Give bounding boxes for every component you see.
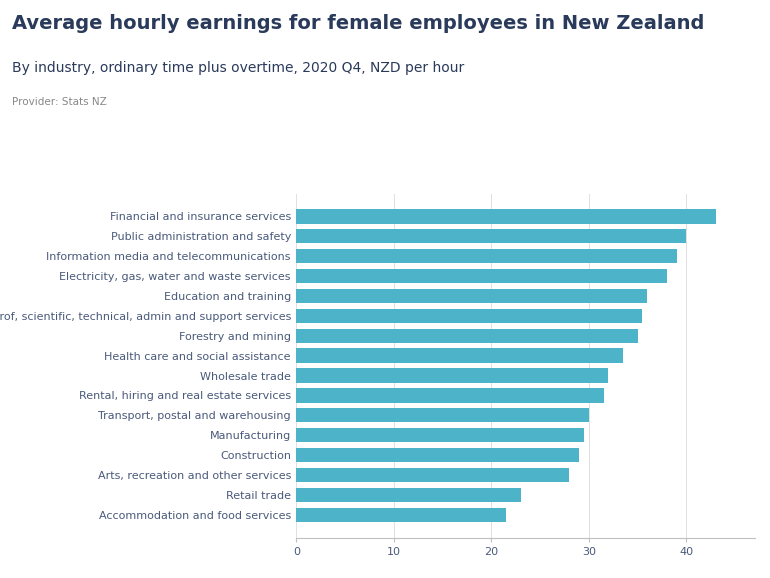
Bar [296, 229, 686, 243]
Bar [296, 349, 623, 363]
Text: figure.nz: figure.nz [654, 27, 731, 41]
Bar [296, 368, 608, 383]
Text: Average hourly earnings for female employees in New Zealand: Average hourly earnings for female emplo… [12, 14, 704, 34]
Bar [296, 388, 604, 403]
Bar [296, 468, 569, 482]
Bar [296, 448, 579, 462]
Bar [296, 249, 677, 264]
Text: By industry, ordinary time plus overtime, 2020 Q4, NZD per hour: By industry, ordinary time plus overtime… [12, 61, 464, 75]
Text: Provider: Stats NZ: Provider: Stats NZ [12, 97, 106, 107]
Bar [296, 428, 584, 442]
Bar [296, 309, 642, 323]
Bar [296, 507, 506, 522]
Bar [296, 328, 638, 343]
Bar [296, 209, 715, 224]
Bar [296, 488, 521, 502]
Bar [296, 408, 589, 423]
Bar [296, 289, 648, 303]
Bar [296, 269, 667, 283]
